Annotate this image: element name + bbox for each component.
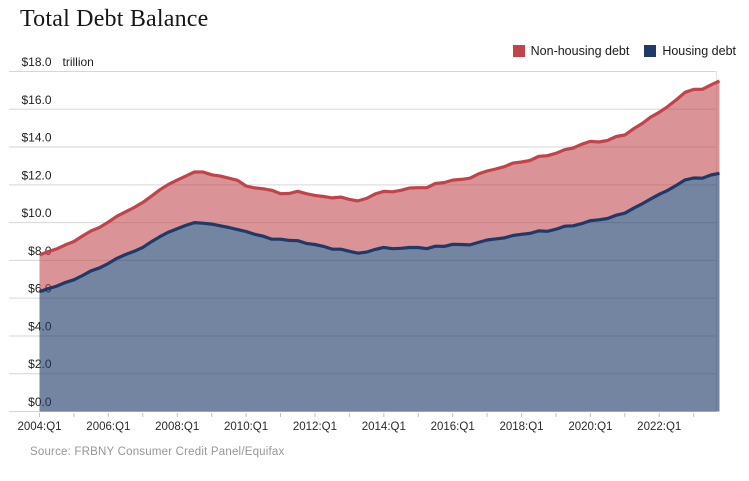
non-housing-debt-area (39, 80, 720, 292)
y-axis-tick-label: $10.0 (21, 206, 51, 220)
x-axis-tick-label: 2014:Q1 (362, 421, 406, 433)
y-axis-tick-label: $18.0 (21, 55, 51, 69)
x-axis-tick-label: 2010:Q1 (224, 421, 268, 433)
x-axis-tick-label: 2018:Q1 (499, 421, 543, 433)
housing-debt-area (39, 173, 720, 412)
legend-item-housing: Housing debt (644, 44, 736, 58)
x-axis-tick-label: 2012:Q1 (293, 421, 337, 433)
total-debt-line (38, 79, 721, 257)
y-axis-unit-label: trillion (63, 55, 94, 69)
legend-item-non-housing: Non-housing debt (512, 44, 630, 58)
y-axis-tick-label: $12.0 (21, 168, 51, 182)
x-axis-tick-label: 2020:Q1 (568, 421, 612, 433)
x-axis-tick-label: 2004:Q1 (17, 421, 61, 433)
x-axis-tick-label: 2022:Q1 (637, 421, 681, 433)
non-housing-swatch-icon (512, 45, 525, 57)
source-note: Source: FRBNY Consumer Credit Panel/Equi… (30, 446, 285, 458)
housing-debt-line (38, 171, 720, 294)
axes: 2004:Q1 2006:Q1 2008:Q1 2010:Q1 2012:Q1 2014:… (17, 413, 695, 433)
y-axis-tick-label: $14.0 (21, 131, 51, 145)
x-axis-tick-label: 2006:Q1 (86, 421, 130, 433)
x-axis-tick-label: 2008:Q1 (155, 421, 199, 433)
housing-swatch-icon (644, 45, 657, 57)
legend-label-non-housing: Non-housing debt (530, 44, 630, 58)
area-series (38, 79, 721, 412)
legend-label-housing: Housing debt (662, 44, 736, 58)
x-axis-tick-label: 2016:Q1 (431, 421, 475, 433)
page-title: Total Debt Balance (20, 6, 209, 32)
chart-legend: Non-housing debt Housing debt (512, 44, 736, 58)
y-axis-tick-label: $16.0 (21, 93, 51, 107)
